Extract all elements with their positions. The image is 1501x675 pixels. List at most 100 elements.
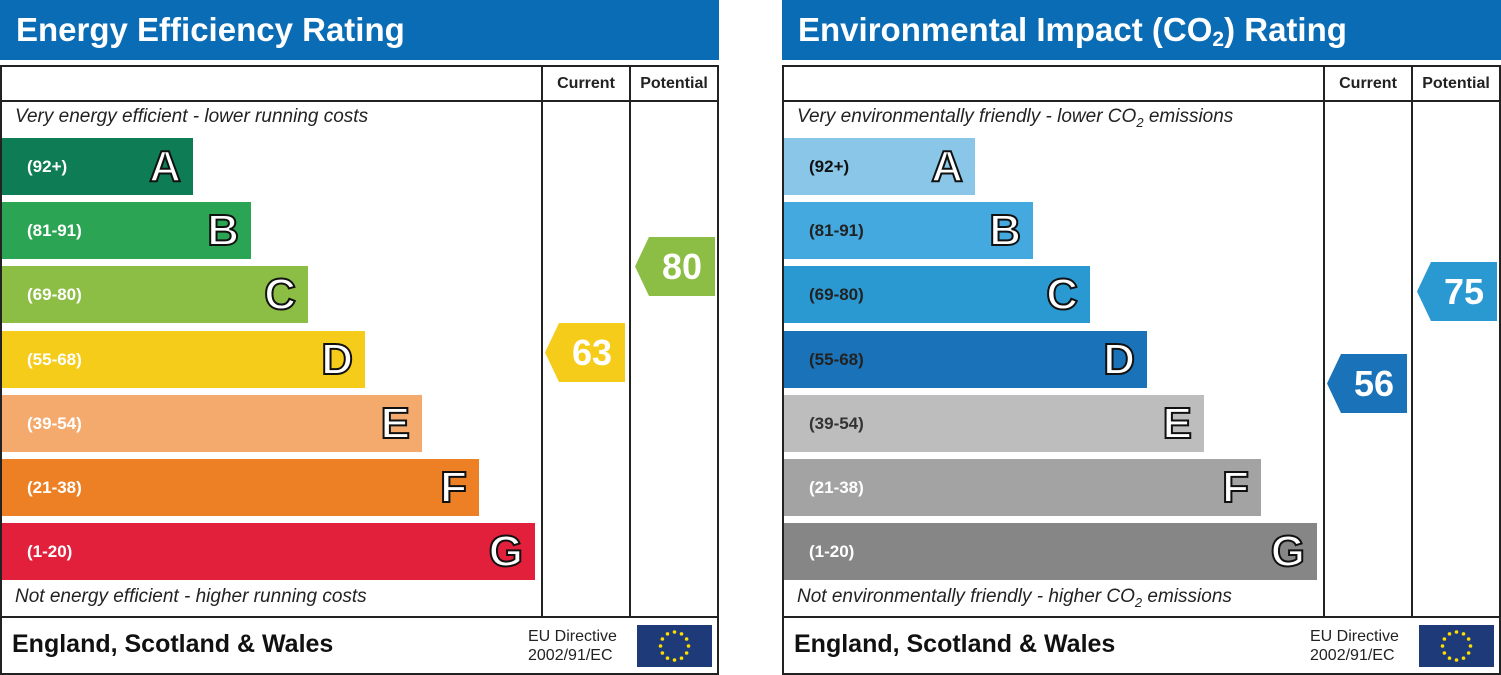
band-letter: B [988,205,1022,256]
band-bar-g: (1-20) G [784,523,1317,580]
band-range: (55-68) [809,350,864,369]
top_caption-text: Very environmentally friendly - lower CO [797,106,1137,127]
bottom-caption: Not environmentally friendly - higher CO… [797,586,1232,610]
rating-table [782,65,1501,675]
potential-rating-arrow: 75 [1417,262,1497,322]
band-range: (1-20) [809,542,855,561]
top_caption-end: emissions [1143,106,1234,127]
eu-directive: EU Directive 2002/91/EC [1310,627,1399,665]
band-bar-d: (55-68) D [2,331,365,388]
current-rating-value: 56 [1353,363,1395,405]
band-letter: D [320,334,354,385]
column-divider [1323,65,1325,617]
footer-region: England, Scotland & Wales [12,630,334,658]
arrow-shape [635,236,715,296]
column-header-potential: Potential [1422,75,1490,92]
band-bar-a: (92+) A [2,138,193,195]
chart-title: Environmental Impact (CO2) Rating [782,0,1501,60]
band-range: (81-91) [809,221,864,240]
title-end: ) Rating [1224,11,1347,48]
band-letter: E [380,398,411,449]
top-caption: Very environmentally friendly - lower CO… [797,106,1233,130]
arrow-shape [1417,262,1497,322]
band-letter: A [148,141,182,192]
chart-title: Energy Efficiency Rating [0,0,719,60]
column-divider [541,65,543,617]
environmental-impact-panel: Environmental Impact (CO2) Rating Current… [782,0,1501,675]
band-letter: B [206,205,240,256]
band-letter: G [488,526,524,577]
band-letter: F [1221,462,1250,513]
potential-rating-value: 80 [661,245,703,287]
column-header-current: Current [557,75,615,92]
band-bar-c: (69-80) C [2,266,308,323]
current-rating-arrow: 63 [545,323,625,383]
top-caption: Very energy efficient - lower running co… [15,106,368,128]
band-bar-b: (81-91) B [784,202,1033,259]
band-range: (39-54) [27,414,82,433]
title-subscript: 2 [1212,28,1225,51]
column-divider [1411,65,1413,617]
footer-divider [782,616,1501,618]
bottom_caption-text: Not environmentally friendly - higher CO [797,586,1135,607]
arrow-shape [1327,354,1407,414]
footer-region: England, Scotland & Wales [794,630,1116,658]
footer-divider [0,616,719,618]
band-bar-a: (92+) A [784,138,975,195]
band-range: (55-68) [27,350,82,369]
title-text: Environmental Impact (CO [798,11,1213,48]
band-bar-f: (21-38) F [2,459,479,516]
band-range: (92+) [809,157,850,176]
column-divider [629,65,631,617]
band-range: (21-38) [27,478,82,497]
current-rating-arrow: 56 [1327,354,1407,414]
band-letter: C [1045,269,1079,320]
directive-line: 2002/91/EC [528,647,613,664]
potential-rating-value: 75 [1443,271,1485,313]
band-range: (81-91) [27,221,82,240]
arrow-shape [545,323,625,383]
bottom_caption-sub: 2 [1134,594,1143,610]
eu-flag-icon [637,625,712,667]
band-bar-d: (55-68) D [784,331,1147,388]
directive-line: 2002/91/EC [1310,647,1395,664]
band-range: (1-20) [27,542,73,561]
band-bar-e: (39-54) E [2,395,422,452]
band-range: (69-80) [27,285,82,304]
header-divider [782,100,1501,102]
potential-rating-arrow: 80 [635,236,715,296]
band-letter: C [263,269,297,320]
band-range: (92+) [27,157,68,176]
column-header-potential: Potential [640,75,708,92]
directive-line: EU Directive [1310,628,1399,645]
eu-stars [1440,630,1473,662]
bottom-caption: Not energy efficient - higher running co… [15,586,367,608]
title-text: Energy Efficiency Rating [16,11,405,48]
rating-table [0,65,719,675]
top_caption-sub: 2 [1136,114,1144,130]
band-bar-f: (21-38) F [784,459,1261,516]
band-bar-g: (1-20) G [2,523,535,580]
band-bar-b: (81-91) B [2,202,251,259]
band-range: (39-54) [809,414,864,433]
eu-flag-icon [1419,625,1494,667]
eu-directive: EU Directive 2002/91/EC [528,627,617,665]
current-rating-value: 63 [571,332,613,374]
band-range: (69-80) [809,285,864,304]
band-bar-c: (69-80) C [784,266,1090,323]
header-divider [0,100,719,102]
band-bar-e: (39-54) E [784,395,1204,452]
band-letter: E [1162,398,1193,449]
band-letter: D [1102,334,1136,385]
bottom_caption-end: emissions [1142,586,1232,607]
band-letter: G [1270,526,1306,577]
energy-efficiency-panel: Energy Efficiency Rating Current Potential… [0,0,719,675]
band-letter: F [439,462,468,513]
band-range: (21-38) [809,478,864,497]
eu-stars [658,630,691,662]
band-letter: A [930,141,964,192]
top_caption-text: Very energy efficient - lower running co… [15,106,369,127]
column-header-current: Current [1339,75,1397,92]
bottom_caption-text: Not energy efficient - higher running co… [15,586,367,607]
directive-line: EU Directive [528,628,617,645]
